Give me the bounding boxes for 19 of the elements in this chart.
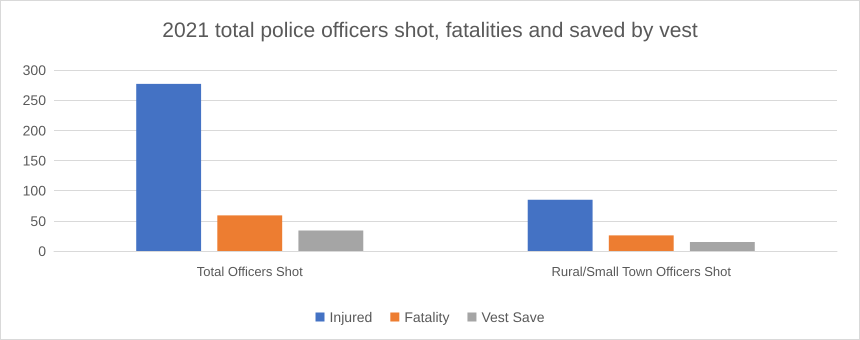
bar [608,235,674,251]
y-tick-label: 150 [22,152,46,168]
bar [298,230,364,251]
bar [528,200,593,251]
y-tick-label: 300 [22,62,46,78]
y-tick-label: 250 [22,92,46,108]
y-tick-label: 0 [38,243,46,259]
legend-label: Vest Save [481,309,545,325]
chart-title: 2021 total police officers shot, fatalities and saved by vest [162,19,698,42]
legend-label: Fatality [404,309,450,325]
y-tick-label: 100 [22,182,46,199]
x-tick-label: Total Officers Shot [196,264,304,279]
y-tick-label: 50 [30,212,46,229]
bar [136,84,202,251]
bar [690,242,755,251]
bar [217,215,282,251]
x-tick-label: Rural/Small Town Officers Shot [552,264,732,279]
legend-label: Injured [330,309,372,325]
y-tick-label: 200 [22,122,46,138]
